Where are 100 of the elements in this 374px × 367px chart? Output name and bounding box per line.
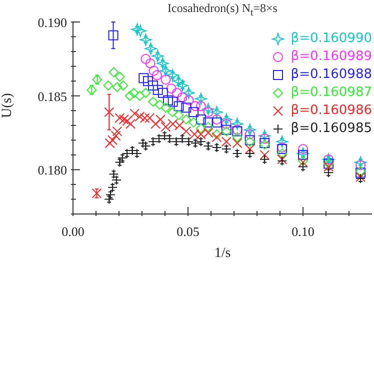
y-tick-label: 0.180 [38,162,67,178]
point [108,182,118,192]
point [148,96,158,107]
point [196,123,206,134]
point [212,117,222,128]
x-tick-label: 0.05 [176,224,200,239]
point [114,113,125,123]
point [104,107,114,118]
point [162,95,173,106]
point [86,84,97,95]
point [112,126,122,136]
x-axis-title: 1/s [214,246,231,261]
point [181,114,192,124]
point [112,82,122,92]
point [108,30,118,40]
point [181,102,192,113]
point [152,70,162,80]
point [168,96,178,107]
legend-label: β=0.160985 [290,120,372,138]
point [188,117,199,128]
point [174,110,184,120]
point [108,67,119,78]
point [194,92,207,105]
point [184,95,194,106]
point [196,114,206,124]
point [174,101,184,112]
point [134,24,146,37]
x-tick-label: 0.00 [62,224,84,239]
point [104,194,114,204]
point [118,80,128,91]
point [138,73,149,84]
point [181,126,192,136]
point [140,113,150,123]
y-tick-label: 0.185 [38,88,67,104]
point [244,124,256,136]
point [177,92,188,102]
x-tick-label: 0.10 [292,224,314,239]
point [122,116,132,126]
point [148,80,158,91]
point [176,80,188,92]
point [212,114,222,124]
point [142,76,153,86]
point [212,129,222,140]
point [258,130,271,142]
legend-label: β=0.160989 [290,48,372,66]
point [114,72,125,82]
point [128,88,139,98]
point [160,64,172,77]
point [160,74,171,85]
point [232,148,242,158]
point [134,90,145,101]
point [190,101,200,112]
legend-label: β=0.160988 [290,66,372,84]
point [103,80,114,91]
point [297,147,309,160]
point [126,118,136,129]
point [298,162,308,172]
legend-label: β=0.160990 [290,30,372,48]
point [138,138,148,148]
point [145,58,156,68]
point [140,54,151,64]
point [118,114,129,124]
point [131,23,144,36]
point [196,101,206,112]
legend-label: β=0.160986 [290,102,372,120]
point [166,69,179,82]
point [92,74,102,85]
point [140,34,152,46]
point [277,148,288,158]
chart-title: Icosahedron(s) N$_{t}$=8×s [166,1,278,18]
point [354,156,366,168]
point [152,50,164,62]
point [244,148,255,158]
point [182,86,195,99]
point [148,66,159,76]
point [244,144,255,154]
point [105,190,116,200]
point [160,122,171,132]
point [231,118,244,130]
point [203,122,214,132]
point [92,188,102,198]
point [124,90,135,101]
point [152,84,163,95]
legend-label: β=0.160987 [290,84,372,102]
point [140,141,151,152]
point [160,102,171,113]
point [202,103,214,116]
y-tick-label: 0.190 [38,15,67,30]
point [260,150,270,160]
point [104,138,115,148]
point [158,88,168,98]
point [276,136,288,148]
point [172,88,182,98]
point [150,118,161,129]
y-axis-title: U(s) [0,92,15,118]
point [203,117,214,128]
point [188,107,199,118]
point [167,107,178,118]
point [166,83,176,94]
point [221,144,232,154]
